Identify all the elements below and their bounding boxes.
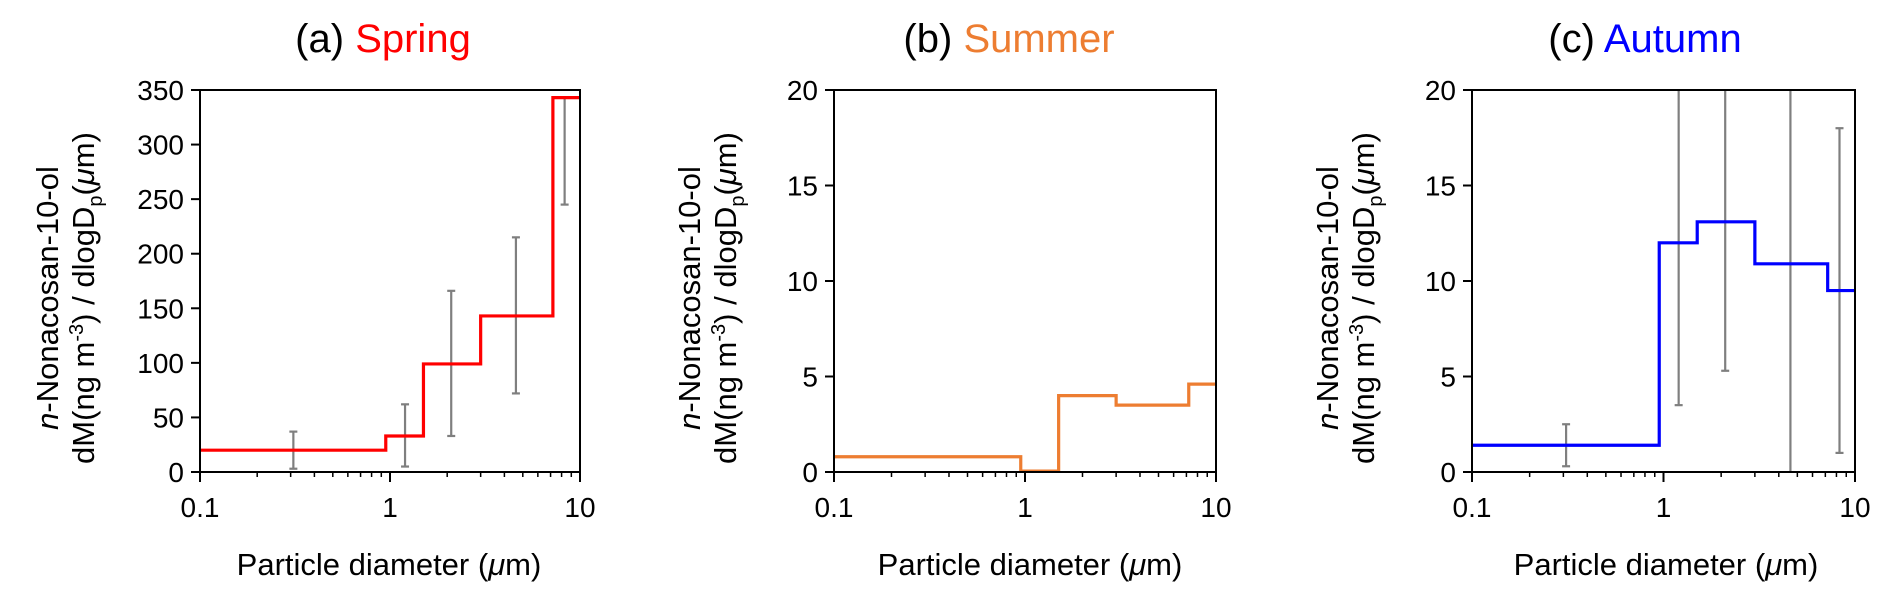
y-tick-label: 250 <box>137 184 184 215</box>
step-line-autumn <box>1472 220 1855 447</box>
season-name: Spring <box>355 17 471 61</box>
error-bars <box>289 96 569 470</box>
y-tick-label: 5 <box>802 362 818 393</box>
y-tick-label: 15 <box>1425 171 1456 202</box>
y-tick-label: 10 <box>1425 266 1456 297</box>
x-tick-label: 10 <box>1839 492 1870 523</box>
x-tick-label: 1 <box>1017 492 1033 523</box>
y-tick-label: 50 <box>153 402 184 433</box>
x-axis-label: Particle diameter (μm) <box>1514 547 1819 582</box>
x-tick-label: 0.1 <box>1453 492 1492 523</box>
y-axis-label-line1: n-Nonacosan-10-ol <box>1310 166 1345 430</box>
plot-frame <box>199 89 581 473</box>
x-tick-label: 1 <box>1656 492 1672 523</box>
x-axis-label: Particle diameter (μm) <box>237 547 542 582</box>
x-ticks: 0.1 1 10 <box>815 472 1232 523</box>
y-axis-label-line2: dM(ng m-3) / dlogDp(μm) <box>66 132 107 464</box>
panel-title: (b) Summer <box>903 17 1114 61</box>
error-bars <box>1562 90 1844 472</box>
y-axis-label-line1: n-Nonacosan-10-ol <box>30 166 65 430</box>
y-axis-label-line2: dM(ng m-3) / dlogDp(μm) <box>708 132 749 464</box>
x-tick-label: 0.1 <box>815 492 854 523</box>
panel-title: (a) Spring <box>295 17 471 61</box>
y-axis-label-line1: n-Nonacosan-10-ol <box>672 166 707 430</box>
panel-title: (c) Autumn <box>1548 17 1741 61</box>
plot-frame <box>1471 89 1856 473</box>
y-tick-label: 300 <box>137 130 184 161</box>
y-tick-label: 350 <box>137 75 184 106</box>
step-line-summer <box>834 382 1216 473</box>
plot-frame <box>833 89 1217 473</box>
y-ticks: 0 50 100 150 200 250 300 350 <box>137 75 200 488</box>
y-tick-label: 20 <box>1425 75 1456 106</box>
y-tick-label: 100 <box>137 348 184 379</box>
y-tick-label: 0 <box>802 457 818 488</box>
y-tick-label: 10 <box>787 266 818 297</box>
y-tick-label: 5 <box>1440 362 1456 393</box>
y-tick-label: 20 <box>787 75 818 106</box>
x-ticks: 0.1 1 10 <box>1453 472 1871 523</box>
step-line-spring <box>200 96 580 452</box>
y-tick-label: 0 <box>168 457 184 488</box>
panel-spring: (a) Spring n-Nonacosan-10-ol dM(ng m-3) … <box>30 17 596 582</box>
season-name: Autumn <box>1604 17 1742 61</box>
y-axis-label-line2: dM(ng m-3) / dlogDp(μm) <box>1346 132 1387 464</box>
x-tick-label: 1 <box>382 492 398 523</box>
season-name: Summer <box>963 17 1114 61</box>
y-tick-label: 200 <box>137 239 184 270</box>
x-tick-label: 0.1 <box>181 492 220 523</box>
y-ticks: 0 5 10 15 20 <box>1425 75 1472 488</box>
y-tick-label: 150 <box>137 293 184 324</box>
y-tick-label: 0 <box>1440 457 1456 488</box>
y-ticks: 0 5 10 15 20 <box>787 75 834 488</box>
x-ticks: 0.1 1 10 <box>181 472 596 523</box>
y-tick-label: 15 <box>787 171 818 202</box>
x-tick-label: 10 <box>1200 492 1231 523</box>
panel-autumn: (c) Autumn n-Nonacosan-10-ol dM(ng m-3) … <box>1310 17 1871 582</box>
x-axis-label: Particle diameter (μm) <box>878 547 1183 582</box>
x-tick-label: 10 <box>564 492 595 523</box>
panel-summer: (b) Summer n-Nonacosan-10-ol dM(ng m-3) … <box>672 17 1232 582</box>
